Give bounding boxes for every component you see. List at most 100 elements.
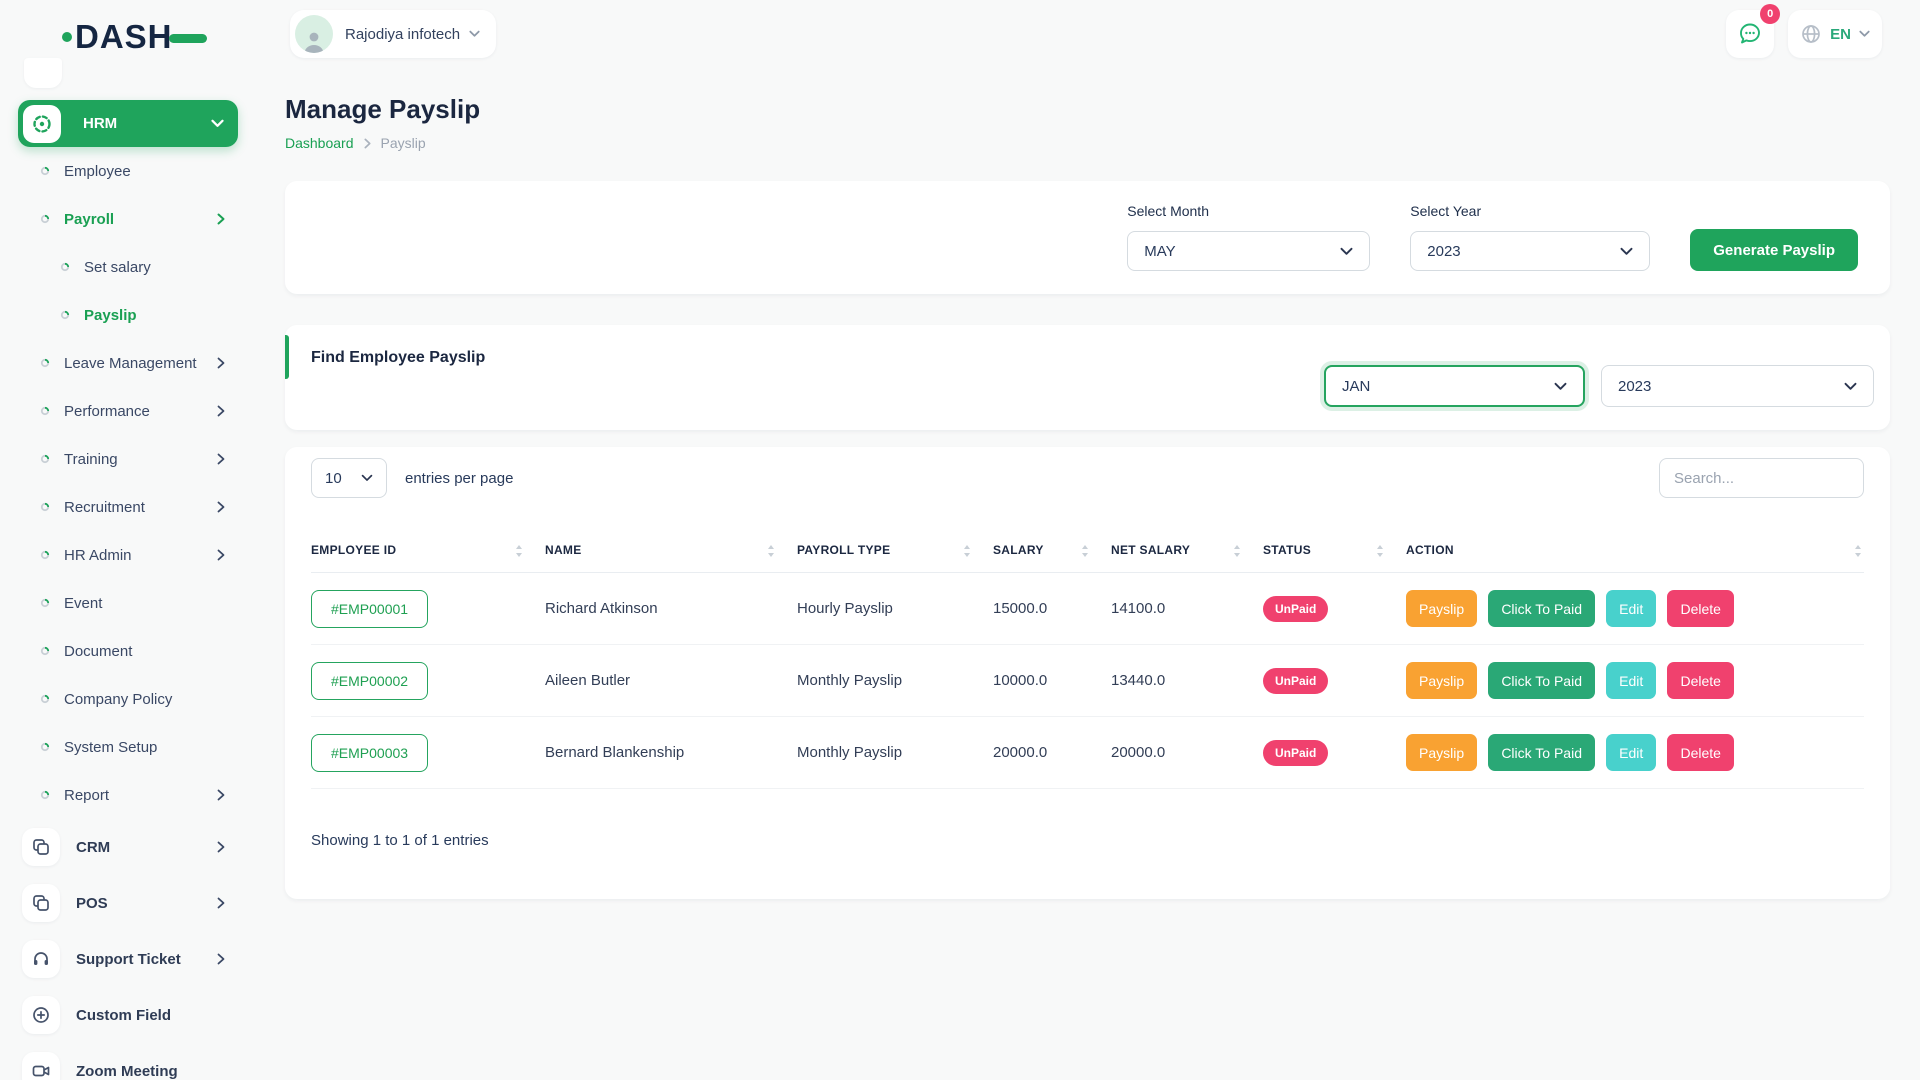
sidebar-module-crm[interactable]: CRM <box>0 819 258 875</box>
cell-net-salary: 20000.0 <box>1111 716 1263 789</box>
cell-salary: 10000.0 <box>993 644 1111 717</box>
page-size-select[interactable]: 10 <box>311 458 387 498</box>
cell-employee-id: #EMP00002 <box>311 644 545 717</box>
language-selector[interactable]: EN <box>1788 10 1882 58</box>
employee-id-badge[interactable]: #EMP00003 <box>311 733 429 772</box>
sidebar-module-label: Zoom Meeting <box>76 1062 178 1080</box>
sidebar-item-document[interactable]: Document <box>0 627 258 675</box>
click-to-paid-button[interactable]: Click To Paid <box>1488 590 1595 627</box>
breadcrumb-dashboard-link[interactable]: Dashboard <box>285 135 354 151</box>
sidebar-item-label: HR Admin <box>64 546 132 564</box>
sidebar-item-hr-admin[interactable]: HR Admin <box>0 531 258 579</box>
menu-bullet-icon <box>40 598 50 608</box>
sidebar-item-leave-management[interactable]: Leave Management <box>0 339 258 387</box>
delete-button[interactable]: Delete <box>1667 590 1734 627</box>
menu-bullet-icon <box>60 262 70 272</box>
find-year-select[interactable]: 2023 <box>1601 365 1874 407</box>
accent-bar <box>285 335 289 379</box>
employee-id-badge[interactable]: #EMP00001 <box>311 589 429 628</box>
payslip-button[interactable]: Payslip <box>1406 662 1478 699</box>
sidebar-module-custom-field[interactable]: Custom Field <box>0 987 258 1043</box>
sidebar-item-payroll[interactable]: Payroll <box>0 195 258 243</box>
sidebar-item-label: System Setup <box>64 738 158 756</box>
sidebar-item-employee[interactable]: Employee <box>0 147 258 195</box>
sidebar-group-label: HRM <box>83 115 118 132</box>
sidebar-item-report[interactable]: Report <box>0 771 258 819</box>
messages-button[interactable]: 0 <box>1726 4 1781 58</box>
breadcrumb-current: Payslip <box>380 135 426 151</box>
delete-button[interactable]: Delete <box>1667 734 1734 771</box>
payslip-table: EMPLOYEE ID NAME PAYROLL TYPE SALARY NET… <box>311 530 1864 789</box>
sidebar-module-pos[interactable]: POS <box>0 875 258 931</box>
video-camera-icon <box>22 1052 60 1080</box>
sidebar-item-event[interactable]: Event <box>0 579 258 627</box>
find-month-select[interactable]: JAN <box>1324 365 1585 407</box>
cell-name: Richard Atkinson <box>545 572 797 645</box>
chevron-down-icon <box>1859 30 1870 37</box>
sidebar-item-system-setup[interactable]: System Setup <box>0 723 258 771</box>
cell-payroll-type: Monthly Payslip <box>797 644 993 717</box>
search-input[interactable] <box>1659 458 1864 498</box>
sidebar-item-payslip[interactable]: Payslip <box>0 291 258 339</box>
chevron-right-icon <box>217 841 225 853</box>
sidebar: HRM Employee Payroll Set salary Payslip <box>0 0 258 1080</box>
select-year-field: Select Year 2023 <box>1410 203 1651 271</box>
menu-bullet-icon <box>40 646 50 656</box>
generate-year-select[interactable]: 2023 <box>1410 231 1651 271</box>
select-month-label: Select Month <box>1127 203 1209 219</box>
sidebar-item-recruitment[interactable]: Recruitment <box>0 483 258 531</box>
click-to-paid-button[interactable]: Click To Paid <box>1488 734 1595 771</box>
column-header-employee-id[interactable]: EMPLOYEE ID <box>311 530 545 573</box>
sort-icon <box>1082 545 1088 557</box>
cell-net-salary: 13440.0 <box>1111 644 1263 717</box>
scrolled-item-partial <box>24 58 62 88</box>
sidebar-module-zoom-meeting[interactable]: Zoom Meeting <box>0 1043 258 1080</box>
generate-month-select[interactable]: MAY <box>1127 231 1371 271</box>
cell-salary: 20000.0 <box>993 716 1111 789</box>
chat-bubble-icon <box>1740 23 1761 44</box>
sidebar-group-hrm[interactable]: HRM <box>18 100 238 147</box>
generate-payslip-button[interactable]: Generate Payslip <box>1690 229 1858 271</box>
chevron-right-icon <box>217 501 225 513</box>
edit-button[interactable]: Edit <box>1606 662 1657 699</box>
chevron-down-icon <box>211 119 224 127</box>
employee-id-badge[interactable]: #EMP00002 <box>311 661 429 700</box>
chevron-right-icon <box>217 897 225 909</box>
status-badge: UnPaid <box>1263 667 1329 694</box>
app-logo[interactable]: DASH <box>62 20 207 53</box>
sidebar-module-support-ticket[interactable]: Support Ticket <box>0 931 258 987</box>
click-to-paid-button[interactable]: Click To Paid <box>1488 662 1595 699</box>
sidebar-item-label: Company Policy <box>64 690 173 708</box>
headset-icon <box>22 940 60 978</box>
sidebar-item-set-salary[interactable]: Set salary <box>0 243 258 291</box>
generate-payslip-card: Select Month MAY Select Year 2023 Genera… <box>285 181 1890 294</box>
column-header-payroll-type[interactable]: PAYROLL TYPE <box>797 530 993 573</box>
hrm-target-icon <box>23 104 61 143</box>
company-dropdown[interactable]: Rajodiya infotech <box>290 10 497 58</box>
column-header-net-salary[interactable]: NET SALARY <box>1111 530 1263 573</box>
table-row: #EMP00001 Richard Atkinson Hourly Paysli… <box>311 572 1864 645</box>
find-section-title: Find Employee Payslip <box>311 349 486 366</box>
column-header-salary[interactable]: SALARY <box>993 530 1111 573</box>
delete-button[interactable]: Delete <box>1667 662 1734 699</box>
sidebar-item-label: Training <box>64 450 118 468</box>
column-header-action[interactable]: ACTION <box>1406 530 1864 573</box>
copy-icon <box>22 884 60 922</box>
cell-net-salary: 14100.0 <box>1111 572 1263 645</box>
sidebar-item-label: Recruitment <box>64 498 145 516</box>
column-header-name[interactable]: NAME <box>545 530 797 573</box>
company-name: Rajodiya infotech <box>345 25 461 43</box>
chevron-right-icon <box>363 138 371 148</box>
cell-actions: Payslip Click To Paid Edit Delete <box>1406 572 1864 645</box>
edit-button[interactable]: Edit <box>1606 590 1657 627</box>
payslip-button[interactable]: Payslip <box>1406 590 1478 627</box>
find-month-value: JAN <box>1342 377 1371 395</box>
sidebar-item-performance[interactable]: Performance <box>0 387 258 435</box>
sidebar-item-training[interactable]: Training <box>0 435 258 483</box>
sidebar-item-company-policy[interactable]: Company Policy <box>0 675 258 723</box>
payslip-button[interactable]: Payslip <box>1406 734 1478 771</box>
edit-button[interactable]: Edit <box>1606 734 1657 771</box>
cell-actions: Payslip Click To Paid Edit Delete <box>1406 716 1864 789</box>
column-header-status[interactable]: STATUS <box>1263 530 1406 573</box>
